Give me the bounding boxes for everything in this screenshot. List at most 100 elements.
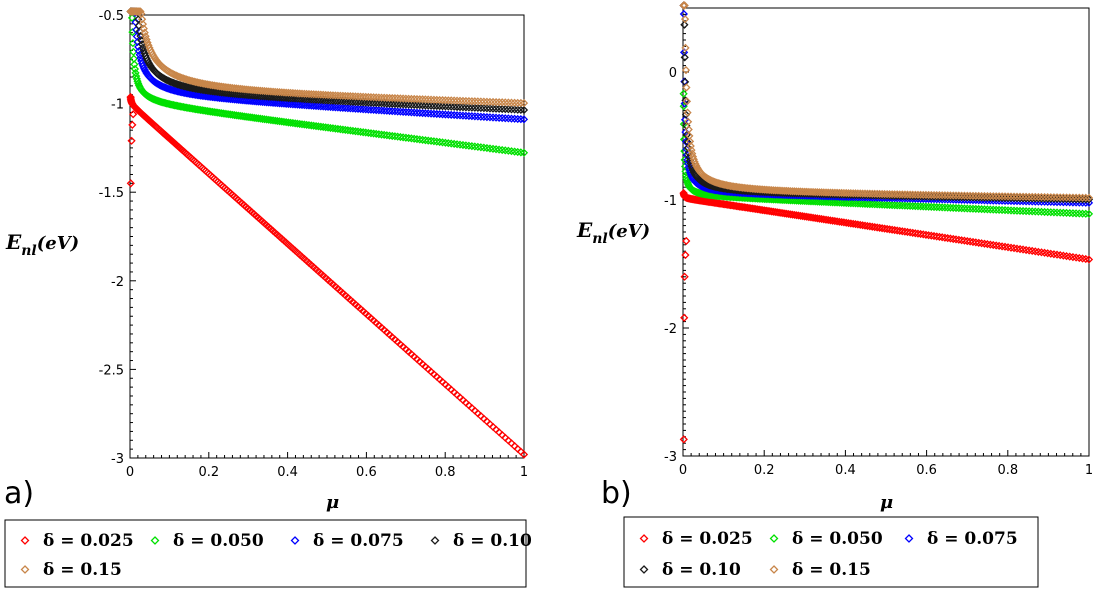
- data-point: [938, 203, 947, 212]
- chart-panel-a: -0.5 -1 -1.5 -2 -2.5 -30 0.2 0.4 0.6 0.8 1 μ Enl(eV)…: [4, 7, 532, 588]
- data-point: [333, 91, 342, 100]
- data-point: [356, 104, 365, 114]
- data-point: [911, 229, 920, 238]
- data-point: [426, 109, 436, 118]
- data-point: [429, 137, 439, 146]
- data-point: [971, 191, 980, 200]
- data-point: [441, 96, 450, 105]
- data-point: [361, 92, 370, 102]
- data-point: [507, 98, 516, 107]
- data-point: [435, 95, 444, 105]
- data-point: [382, 99, 391, 108]
- data-point: [951, 191, 961, 200]
- data-point: [338, 103, 347, 112]
- data-point: [139, 24, 148, 33]
- legend-item: δ = 0.10: [430, 531, 532, 551]
- data-point: [1009, 206, 1019, 215]
- data-point: [393, 107, 402, 116]
- data-point: [396, 94, 405, 103]
- legend-label: δ = 0.075: [313, 531, 404, 551]
- plot-frame: [682, 7, 1090, 457]
- data-point: [415, 108, 424, 118]
- data-point: [974, 238, 983, 247]
- data-point: [510, 105, 519, 114]
- data-point: [1065, 208, 1074, 218]
- data-point: [393, 99, 402, 109]
- data-point: [452, 140, 462, 149]
- data-point: [359, 92, 368, 101]
- data-point: [348, 92, 358, 101]
- data-point: [429, 101, 439, 110]
- data-point: [963, 204, 972, 213]
- y-axis-label-unit: (eV): [37, 233, 79, 254]
- data-point: [963, 236, 972, 246]
- data-point: [683, 117, 693, 126]
- data-point: [353, 92, 363, 101]
- data-point: [966, 191, 975, 200]
- data-point: [424, 136, 433, 145]
- data-point: [498, 113, 507, 123]
- data-point: [140, 28, 149, 37]
- data-point: [865, 222, 874, 231]
- data-point: [510, 114, 519, 123]
- data-point: [452, 102, 462, 112]
- data-point: [1034, 192, 1043, 202]
- data-point: [895, 190, 904, 199]
- data-point: [328, 96, 338, 105]
- data-point: [1059, 193, 1068, 202]
- data-point: [916, 229, 925, 239]
- data-point: [374, 106, 383, 115]
- data-point: [890, 190, 899, 199]
- data-point: [1003, 192, 1013, 201]
- data-point: [470, 103, 479, 112]
- data-point: [458, 111, 468, 120]
- data-point: [960, 204, 969, 213]
- data-point: [356, 98, 365, 107]
- data-point: [479, 97, 489, 106]
- data-point: [1031, 207, 1040, 216]
- data-point: [992, 192, 1001, 201]
- data-point: [293, 119, 302, 128]
- data-point: [353, 127, 363, 136]
- data-point: [476, 112, 485, 121]
- legend: δ = 0.025 δ = 0.050 δ = 0.075 δ = 0.10 δ = 0…: [623, 516, 1039, 588]
- data-point: [444, 110, 453, 119]
- data-point: [438, 102, 447, 111]
- data-point: [458, 140, 468, 150]
- data-point: [485, 97, 495, 106]
- data-point: [1081, 193, 1090, 202]
- legend-label: δ = 0.075: [927, 529, 1018, 549]
- data-point: [333, 96, 342, 106]
- data-point: [432, 137, 441, 146]
- data-point: [366, 105, 376, 114]
- data-point: [495, 98, 504, 107]
- data-point: [309, 121, 318, 130]
- legend-marker-icon: [430, 536, 440, 545]
- data-point: [966, 204, 975, 213]
- y-axis-label-main: E: [576, 218, 593, 242]
- data-point: [519, 98, 529, 108]
- data-point: [1000, 192, 1010, 201]
- data-point: [960, 191, 969, 200]
- data-point: [393, 94, 402, 103]
- data-point: [129, 110, 138, 119]
- data-point: [390, 107, 400, 116]
- data-point: [989, 205, 998, 214]
- x-axis-label: μ: [880, 492, 893, 513]
- data-point: [382, 106, 391, 115]
- data-point: [860, 221, 870, 230]
- data-point: [1043, 207, 1052, 217]
- data-point: [351, 104, 360, 113]
- data-point: [346, 104, 355, 113]
- data-point: [1018, 192, 1028, 201]
- x-tick-label: 1: [520, 465, 528, 480]
- data-point: [900, 227, 910, 236]
- data-point: [870, 222, 879, 232]
- data-point: [513, 105, 522, 114]
- data-point: [885, 200, 894, 210]
- data-point: [482, 97, 492, 106]
- data-point: [932, 232, 941, 241]
- data-point: [396, 100, 405, 109]
- data-point: [951, 235, 961, 244]
